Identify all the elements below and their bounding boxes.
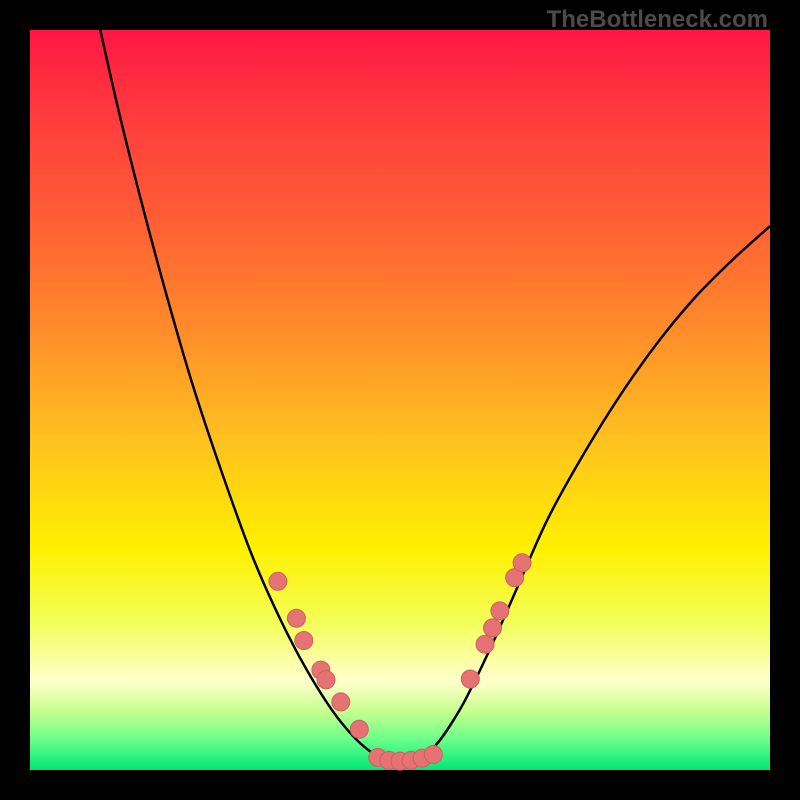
- curve-marker: [350, 720, 368, 738]
- curve-marker: [491, 602, 509, 620]
- curve-marker: [484, 619, 502, 637]
- watermark-text: TheBottleneck.com: [547, 6, 768, 34]
- curve-marker: [424, 745, 442, 763]
- curve-marker: [513, 554, 531, 572]
- chart-background: [30, 30, 770, 770]
- curve-marker: [476, 635, 494, 653]
- curve-marker: [317, 671, 335, 689]
- curve-marker: [332, 693, 350, 711]
- curve-marker: [295, 632, 313, 650]
- chart-root: TheBottleneck.com: [0, 0, 800, 800]
- curve-marker: [461, 670, 479, 688]
- bottleneck-curve-chart: [0, 0, 800, 800]
- curve-marker: [269, 572, 287, 590]
- curve-marker: [287, 609, 305, 627]
